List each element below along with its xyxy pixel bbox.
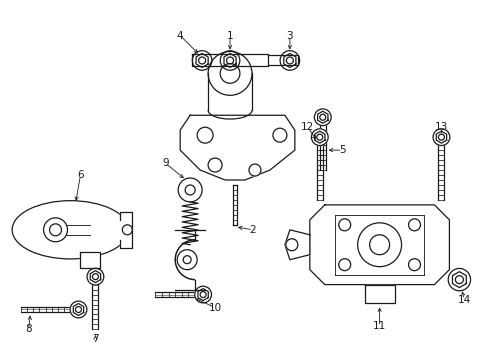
Circle shape <box>198 57 205 64</box>
Circle shape <box>357 223 401 267</box>
Circle shape <box>338 259 350 271</box>
Text: 1: 1 <box>226 31 233 41</box>
Polygon shape <box>180 115 294 180</box>
Polygon shape <box>20 307 70 312</box>
Circle shape <box>432 129 449 145</box>
Circle shape <box>192 51 211 70</box>
Circle shape <box>438 134 444 140</box>
Polygon shape <box>120 212 132 248</box>
Circle shape <box>311 129 327 145</box>
Text: 8: 8 <box>25 324 32 334</box>
Polygon shape <box>285 230 309 260</box>
Circle shape <box>208 158 222 172</box>
Circle shape <box>177 250 197 270</box>
Circle shape <box>200 292 205 298</box>
Circle shape <box>226 57 233 64</box>
Polygon shape <box>364 285 394 302</box>
Circle shape <box>286 57 293 64</box>
Polygon shape <box>196 54 208 67</box>
Polygon shape <box>317 111 327 123</box>
Text: 7: 7 <box>92 334 99 345</box>
Text: 3: 3 <box>286 31 293 41</box>
Text: 5: 5 <box>339 145 346 155</box>
Polygon shape <box>81 252 100 268</box>
Circle shape <box>197 127 213 143</box>
Circle shape <box>248 164 261 176</box>
Text: 14: 14 <box>457 294 470 305</box>
Polygon shape <box>155 292 195 297</box>
Text: 9: 9 <box>162 158 168 168</box>
Polygon shape <box>233 185 237 225</box>
Text: 2: 2 <box>249 225 256 235</box>
Circle shape <box>285 239 297 251</box>
Circle shape <box>208 51 251 95</box>
Text: 10: 10 <box>208 302 221 312</box>
Circle shape <box>220 51 239 70</box>
Circle shape <box>43 218 67 242</box>
Polygon shape <box>451 272 466 288</box>
Polygon shape <box>73 303 83 315</box>
Polygon shape <box>192 54 267 67</box>
Circle shape <box>70 301 87 318</box>
Circle shape <box>316 134 322 140</box>
Polygon shape <box>283 54 295 67</box>
Circle shape <box>75 306 81 312</box>
Circle shape <box>407 259 420 271</box>
Polygon shape <box>314 131 325 143</box>
Text: 13: 13 <box>434 122 447 132</box>
Ellipse shape <box>12 201 128 259</box>
Circle shape <box>280 51 299 70</box>
Text: 11: 11 <box>372 321 386 332</box>
Circle shape <box>338 219 350 231</box>
Circle shape <box>194 286 211 303</box>
Circle shape <box>407 219 420 231</box>
Polygon shape <box>198 289 208 301</box>
Text: 4: 4 <box>177 31 183 41</box>
Circle shape <box>447 269 469 291</box>
Polygon shape <box>90 271 101 283</box>
Text: 6: 6 <box>77 170 83 180</box>
Text: 12: 12 <box>301 122 314 132</box>
Circle shape <box>178 178 202 202</box>
Circle shape <box>92 274 98 280</box>
Polygon shape <box>435 131 446 143</box>
Circle shape <box>272 128 286 142</box>
Circle shape <box>454 276 463 284</box>
Circle shape <box>314 109 330 126</box>
Polygon shape <box>309 205 448 285</box>
Polygon shape <box>267 55 297 66</box>
Polygon shape <box>224 54 236 67</box>
Circle shape <box>319 114 325 120</box>
Circle shape <box>87 268 103 285</box>
